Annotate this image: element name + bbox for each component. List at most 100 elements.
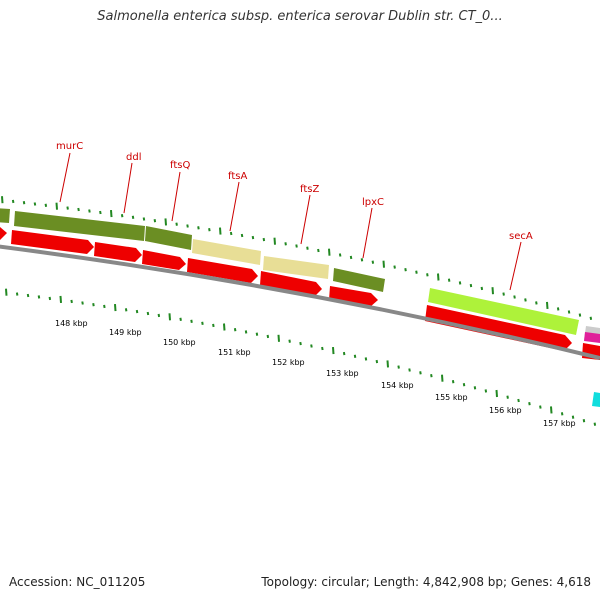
inner-tick-track: [5, 288, 597, 426]
cds-arrow[interactable]: [11, 230, 94, 254]
gene-label-murC[interactable]: murC: [56, 141, 83, 152]
tick-mark: [589, 316, 593, 320]
gene-label-lpxC[interactable]: lpxC: [362, 197, 384, 208]
tick-mark: [5, 288, 8, 296]
tick-mark: [124, 308, 128, 312]
cds-arrow-cyan[interactable]: [592, 392, 600, 407]
tick-mark: [186, 224, 189, 228]
tick-mark: [393, 265, 396, 269]
tick-mark: [92, 303, 95, 307]
cds-arrow[interactable]: [94, 242, 142, 262]
kbp-label: 148 kbp: [55, 319, 88, 328]
kbp-label: 150 kbp: [163, 338, 196, 347]
tick-mark: [157, 313, 161, 318]
tick-mark: [142, 217, 146, 221]
gene-leader-lines: [59, 152, 522, 291]
tick-mark: [310, 344, 313, 348]
gene-label-ddl[interactable]: ddl: [126, 152, 141, 163]
tick-mark: [458, 281, 462, 285]
tick-mark: [110, 210, 113, 218]
tick-mark: [11, 199, 15, 204]
tick-mark: [81, 301, 84, 305]
tick-mark: [48, 296, 52, 301]
tick-mark: [419, 371, 422, 375]
kbp-label: 157 kbp: [543, 419, 576, 428]
tick-mark: [190, 319, 193, 323]
tick-mark: [437, 273, 440, 281]
gene-block-ddl[interactable]: [145, 226, 192, 250]
tick-mark: [120, 214, 124, 218]
kbp-label: 155 kbp: [435, 393, 468, 402]
tick-mark: [229, 231, 233, 236]
tick-mark: [567, 310, 571, 314]
tick-mark: [295, 244, 298, 248]
kbp-label: 153 kbp: [326, 369, 359, 378]
tick-mark: [495, 389, 498, 398]
gene-block-track: [0, 208, 600, 342]
cds-arrow[interactable]: [187, 258, 258, 283]
cds-arrow-pink[interactable]: [584, 332, 600, 343]
tick-mark: [26, 293, 30, 298]
tick-mark: [266, 334, 270, 339]
tick-mark: [146, 311, 150, 316]
tick-mark: [153, 219, 157, 223]
tick-mark: [560, 412, 564, 416]
accession-text: Accession: NC_011205: [9, 575, 146, 589]
tick-mark: [251, 235, 255, 240]
tick-mark: [233, 328, 237, 332]
tick-mark: [371, 260, 375, 264]
tick-mark: [550, 406, 553, 414]
backbone-circle: [0, 244, 600, 360]
tick-mark: [1, 196, 4, 204]
gene-labels: murC ddl ftsQ ftsA ftsZ lpxC secA: [56, 141, 533, 242]
gene-label-ftsQ[interactable]: ftsQ: [170, 160, 190, 171]
tick-mark: [55, 202, 58, 210]
tick-mark: [535, 301, 538, 305]
tick-mark: [179, 317, 182, 321]
gene-block-lpxC[interactable]: [333, 268, 385, 292]
tick-mark: [382, 260, 385, 268]
cds-arrow[interactable]: [0, 227, 7, 240]
outer-tick-track: [1, 196, 593, 320]
gene-block-ftsQ[interactable]: [192, 239, 261, 265]
gene-label-ftsZ[interactable]: ftsZ: [300, 184, 319, 195]
tick-mark: [578, 313, 582, 317]
gene-block-left[interactable]: [0, 208, 10, 223]
kbp-label: 151 kbp: [218, 348, 251, 357]
gene-block-secA[interactable]: [428, 288, 579, 335]
tick-mark: [524, 298, 527, 302]
tick-mark: [77, 207, 80, 212]
tick-mark: [99, 210, 102, 215]
cds-arrow[interactable]: [142, 250, 186, 270]
tick-mark: [212, 323, 215, 328]
tick-mark: [593, 422, 597, 426]
tick-mark: [528, 402, 531, 406]
gene-block-murC[interactable]: [14, 211, 145, 241]
tick-mark: [539, 405, 542, 409]
tick-mark: [404, 268, 407, 272]
tick-mark: [306, 246, 309, 250]
tick-mark: [353, 354, 357, 358]
gene-label-secA[interactable]: secA: [509, 231, 533, 242]
tick-mark: [349, 255, 353, 260]
tick-mark: [546, 301, 549, 309]
tick-mark: [430, 374, 433, 378]
tick-mark: [219, 227, 222, 235]
tick-mark: [338, 253, 342, 257]
tick-mark: [513, 295, 516, 299]
tick-mark: [255, 332, 259, 336]
tick-mark: [33, 202, 37, 206]
gene-block-ftsA[interactable]: [263, 256, 329, 279]
kbp-label: 152 kbp: [272, 358, 305, 367]
cds-arrow[interactable]: [425, 305, 572, 351]
kbp-label: 156 kbp: [489, 406, 522, 415]
tick-mark: [426, 273, 429, 277]
tick-mark: [556, 307, 560, 311]
tick-mark: [164, 218, 167, 226]
summary-text: Topology: circular; Length: 4,842,908 bp…: [261, 575, 591, 589]
tick-mark: [168, 313, 171, 321]
cds-arrow[interactable]: [260, 271, 322, 296]
gene-label-ftsA[interactable]: ftsA: [228, 171, 247, 182]
tick-mark: [462, 383, 466, 387]
tick-mark: [201, 321, 204, 325]
